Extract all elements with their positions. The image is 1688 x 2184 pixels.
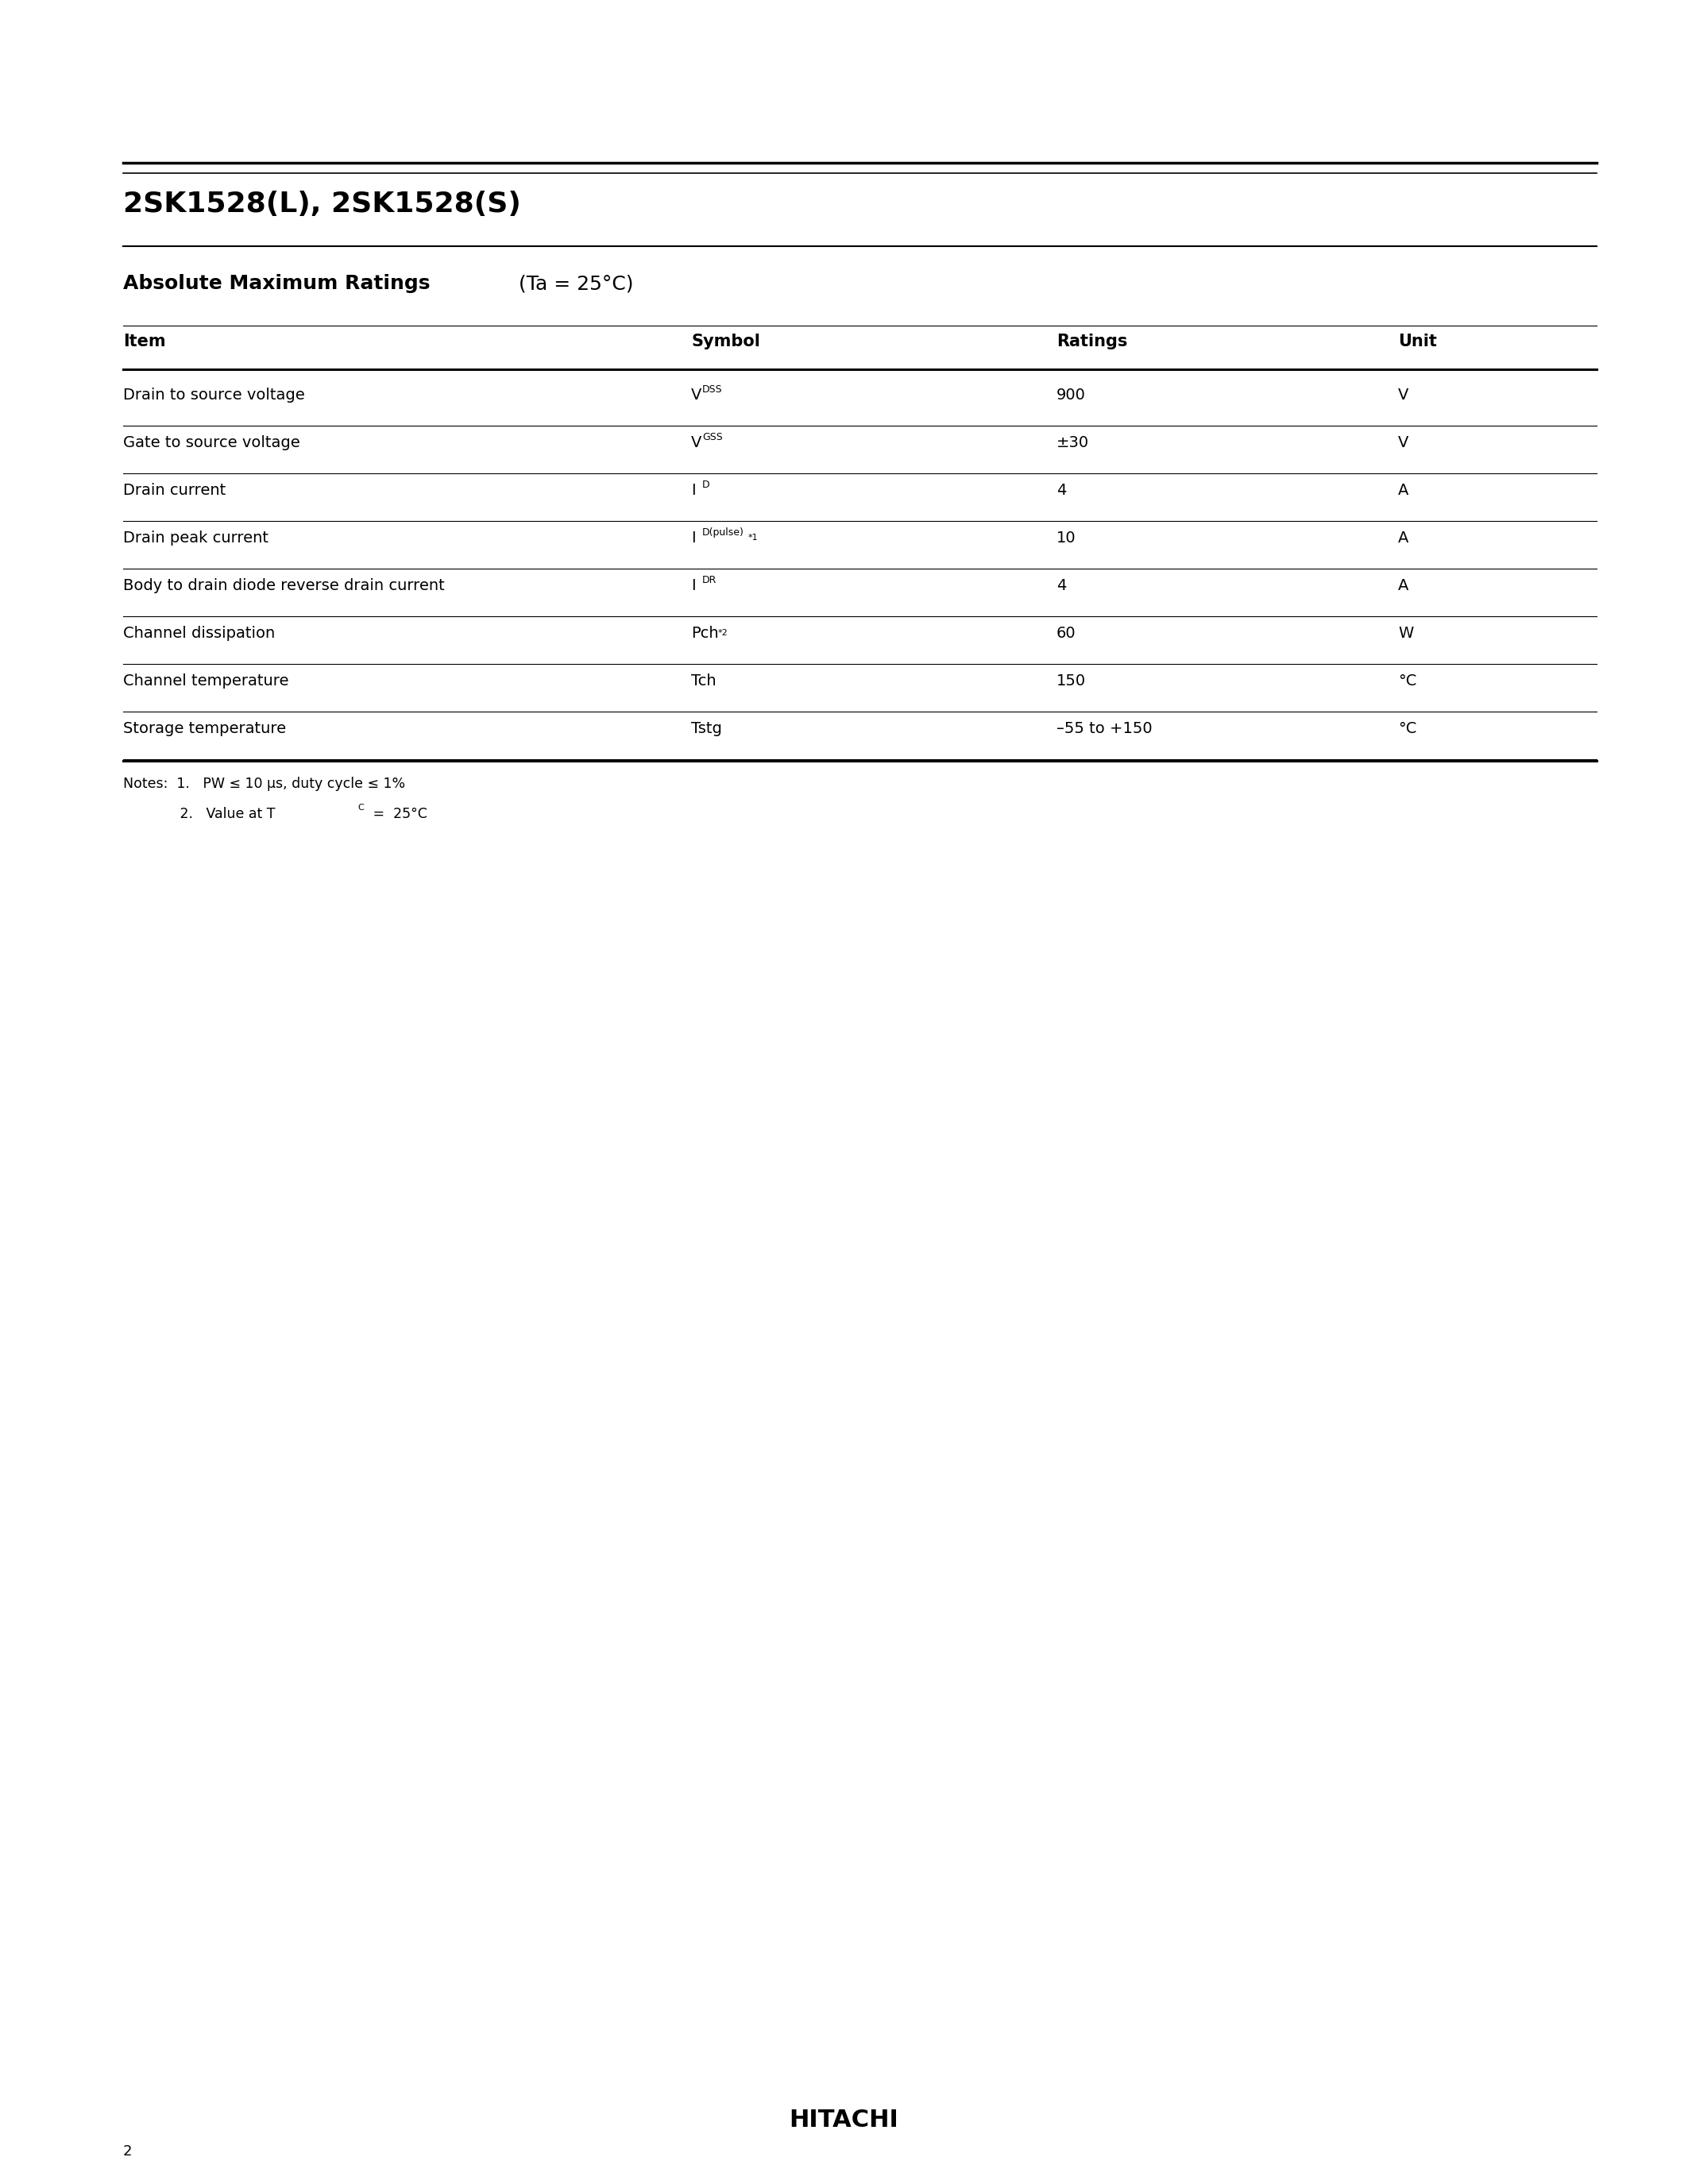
Text: Drain peak current: Drain peak current <box>123 531 268 546</box>
Text: Tstg: Tstg <box>690 721 722 736</box>
Text: Item: Item <box>123 334 165 349</box>
Text: °C: °C <box>1398 721 1416 736</box>
Text: V: V <box>1398 387 1409 402</box>
Text: *2: *2 <box>717 629 728 638</box>
Text: 150: 150 <box>1057 673 1085 688</box>
Text: 2.   Value at T: 2. Value at T <box>123 806 275 821</box>
Text: V: V <box>690 387 702 402</box>
Text: W: W <box>1398 627 1413 640</box>
Text: Symbol: Symbol <box>690 334 760 349</box>
Text: 4: 4 <box>1057 579 1067 594</box>
Text: 10: 10 <box>1057 531 1075 546</box>
Text: A: A <box>1398 579 1409 594</box>
Text: V: V <box>690 435 702 450</box>
Text: =  25°C: = 25°C <box>368 806 427 821</box>
Text: DR: DR <box>702 574 717 585</box>
Text: Channel temperature: Channel temperature <box>123 673 289 688</box>
Text: A: A <box>1398 483 1409 498</box>
Text: Ratings: Ratings <box>1057 334 1128 349</box>
Text: Channel dissipation: Channel dissipation <box>123 627 275 640</box>
Text: 2: 2 <box>123 2145 132 2158</box>
Text: 4: 4 <box>1057 483 1067 498</box>
Text: I: I <box>690 531 695 546</box>
Text: Tch: Tch <box>690 673 716 688</box>
Text: D: D <box>702 480 711 489</box>
Text: D(pulse): D(pulse) <box>702 526 744 537</box>
Text: Storage temperature: Storage temperature <box>123 721 285 736</box>
Text: Unit: Unit <box>1398 334 1436 349</box>
Text: Pch: Pch <box>690 627 719 640</box>
Text: Absolute Maximum Ratings: Absolute Maximum Ratings <box>123 273 430 293</box>
Text: Body to drain diode reverse drain current: Body to drain diode reverse drain curren… <box>123 579 444 594</box>
Text: A: A <box>1398 531 1409 546</box>
Text: 2SK1528(L), 2SK1528(S): 2SK1528(L), 2SK1528(S) <box>123 190 522 218</box>
Text: GSS: GSS <box>702 432 722 443</box>
Text: C: C <box>358 804 363 812</box>
Text: I: I <box>690 483 695 498</box>
Text: 60: 60 <box>1057 627 1075 640</box>
Text: 900: 900 <box>1057 387 1085 402</box>
Text: (Ta = 25°C): (Ta = 25°C) <box>513 273 633 293</box>
Text: Drain to source voltage: Drain to source voltage <box>123 387 306 402</box>
Text: I: I <box>690 579 695 594</box>
Text: ±30: ±30 <box>1057 435 1089 450</box>
Text: DSS: DSS <box>702 384 722 395</box>
Text: Notes:  1.   PW ≤ 10 μs, duty cycle ≤ 1%: Notes: 1. PW ≤ 10 μs, duty cycle ≤ 1% <box>123 778 405 791</box>
Text: Drain current: Drain current <box>123 483 226 498</box>
Text: V: V <box>1398 435 1409 450</box>
Text: °C: °C <box>1398 673 1416 688</box>
Text: HITACHI: HITACHI <box>790 2108 898 2132</box>
Text: *1: *1 <box>748 533 758 542</box>
Text: –55 to +150: –55 to +150 <box>1057 721 1153 736</box>
Text: Gate to source voltage: Gate to source voltage <box>123 435 300 450</box>
